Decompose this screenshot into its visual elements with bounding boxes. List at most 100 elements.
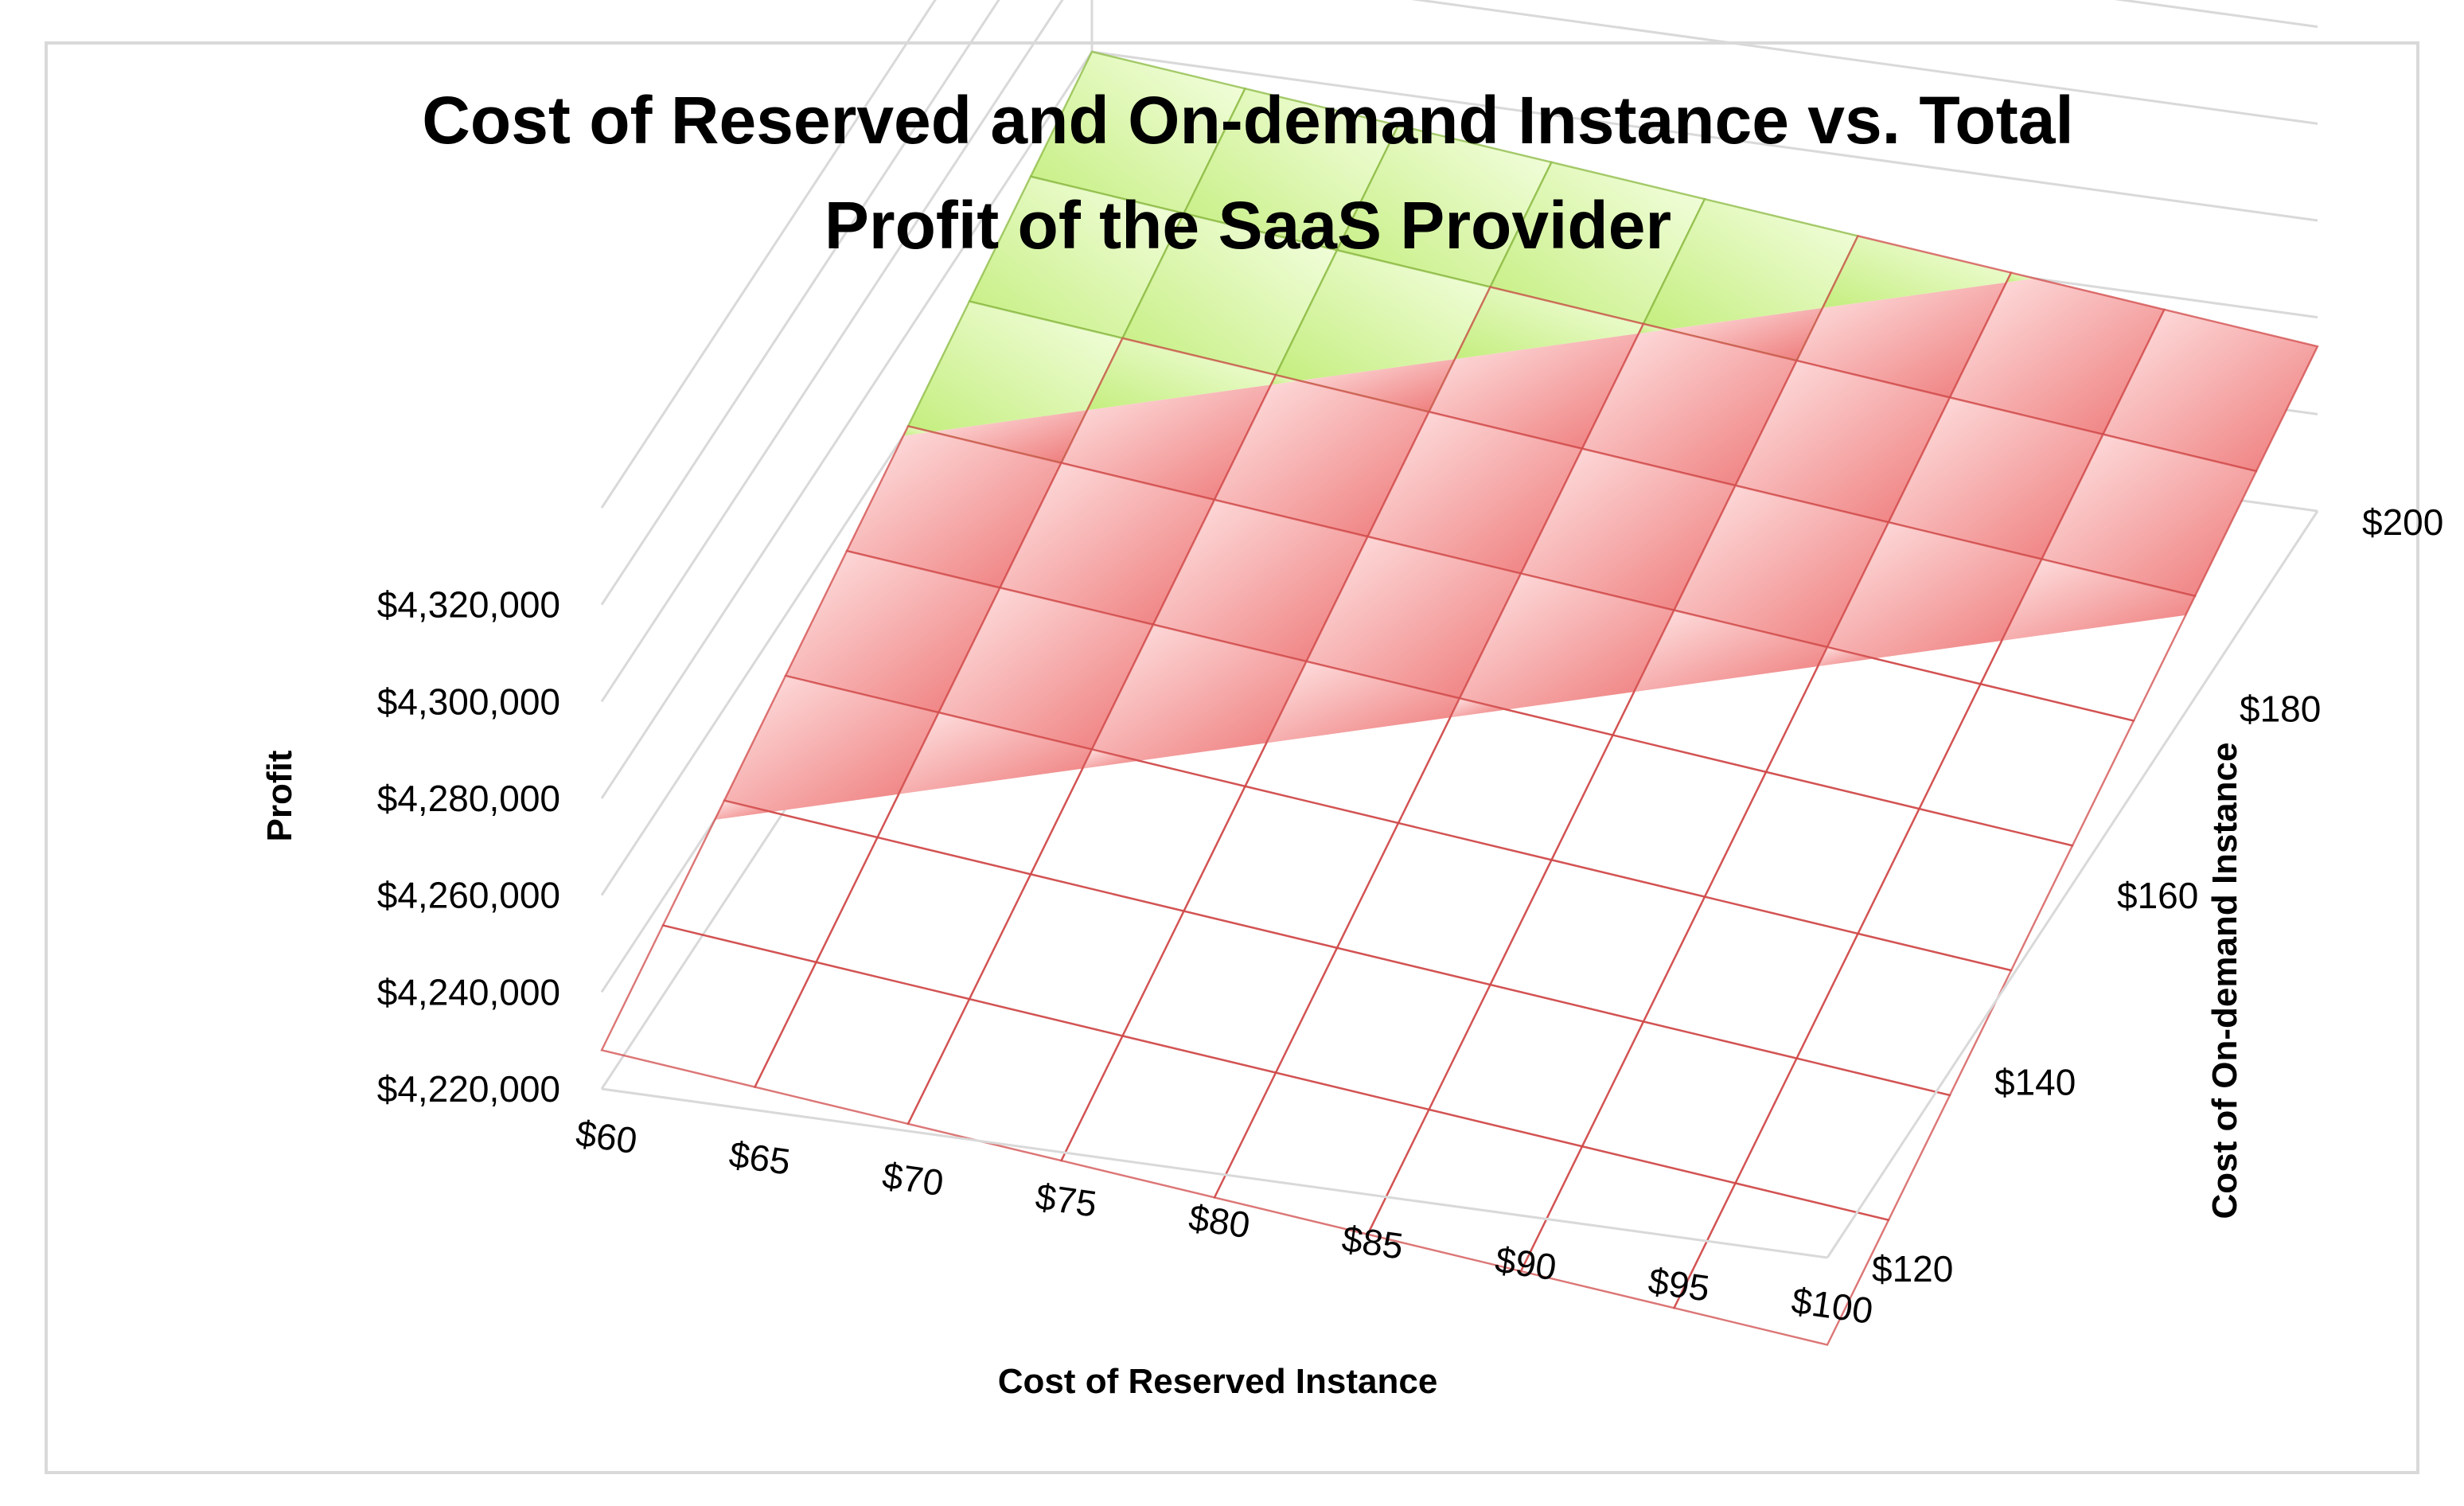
surface-cell (1639, 323, 1667, 334)
surface-cell (1643, 199, 1858, 330)
x-tick-label: $60 (574, 1112, 640, 1161)
z-gridline (600, 0, 2318, 606)
surface-gridline (600, 924, 818, 1088)
surface-cell (899, 712, 1092, 794)
z-tick-label: $4,300,000 (377, 681, 560, 722)
surface-gridline (1274, 946, 1492, 1111)
x-axis-title: Cost of Reserved Instance (998, 1362, 1438, 1401)
surface-gridline (1029, 748, 1247, 912)
surface-cell (969, 176, 1184, 338)
surface-cell (2103, 309, 2318, 471)
surface-cell (1061, 384, 1272, 500)
y-tick-label: $140 (1994, 1062, 2076, 1103)
surface-cell (1031, 52, 1246, 214)
surface-gridline (1121, 910, 1339, 1074)
y-tick-label: $160 (2117, 875, 2198, 916)
surface-cell (786, 551, 1000, 713)
surface-cell (2002, 559, 2195, 641)
surface-cell (1087, 337, 1276, 411)
surface-cell (1214, 380, 1429, 537)
surface-cell (1299, 359, 1456, 412)
surface-cell (1634, 610, 1827, 693)
surface-cell (1271, 375, 1300, 385)
surface-cell (1367, 412, 1582, 574)
surface-cell (847, 431, 1062, 588)
floor-front-edge (601, 1087, 1828, 1259)
z-tick-label: $4,260,000 (377, 875, 560, 916)
x-axis-ticks: $60 $65 $70 $75 $80 $85 $90 $95 $100 (574, 1112, 1876, 1332)
z-tick-label: $4,220,000 (377, 1068, 560, 1110)
surface-plot (600, 50, 2319, 1346)
z-axis-title: Profit (260, 750, 299, 841)
surface-gridline (1856, 807, 2074, 972)
surface-gridline (1335, 821, 1554, 986)
surface-cell (1153, 499, 1368, 661)
x-tick-label: $65 (727, 1133, 793, 1183)
surface-cell (1429, 333, 1639, 449)
y-axis-ticks: $120 $140 $160 $180 $200 (1872, 501, 2443, 1289)
surface-cell (1796, 282, 2007, 398)
surface-cell (724, 676, 939, 812)
surface-cell (1460, 573, 1675, 710)
surface-cell (715, 800, 772, 820)
surface-cell (1092, 624, 1307, 761)
surface-cell (903, 426, 932, 436)
surface-cell (1276, 250, 1491, 381)
surface-gridline (968, 872, 1186, 1037)
surface-cell (1082, 749, 1140, 769)
z-gridline (600, 0, 2318, 703)
surface-cell (1674, 485, 1889, 647)
x-tick-label: $80 (1187, 1196, 1253, 1246)
y-tick-label: $180 (2240, 689, 2321, 730)
surface-cell (1521, 448, 1736, 611)
surface-cell (938, 587, 1153, 750)
surface-gridline (1795, 932, 2013, 1097)
surface-gridline (1550, 734, 1768, 898)
x-tick-label: $85 (1339, 1218, 1405, 1267)
surface-gridline (1733, 1057, 1951, 1222)
surface-gridline (1397, 696, 1615, 861)
surface-gridline (1581, 1020, 1799, 1184)
surface-cell (1490, 162, 1705, 324)
x-tick-label: $90 (1493, 1239, 1559, 1288)
z-axis-ticks: $4,220,000 $4,240,000 $4,260,000 $4,280,000… (377, 584, 560, 1110)
floor-axes (601, 510, 2319, 1259)
surface-cell (1823, 236, 2011, 308)
chart-title-line-2: Profit of the SaaS Provider (825, 188, 1671, 263)
z-tick-label: $4,280,000 (377, 778, 560, 819)
surface-cell (1818, 647, 1875, 667)
surface-cell (1950, 278, 2165, 435)
surface-gridline (753, 961, 971, 1126)
surface-cell (1266, 661, 1460, 743)
surface-cell (1337, 125, 1552, 287)
surface-gridline (814, 836, 1032, 1001)
surface-cell (1455, 287, 1643, 360)
chart-title-line-1: Cost of Reserved and On-demand Instance … (422, 83, 2074, 158)
surface-cell (1827, 522, 2042, 659)
surface-gridline (661, 799, 879, 964)
surface-gridline (1488, 858, 1706, 1023)
surface-cell (1582, 330, 1797, 486)
z-tick-label: $4,320,000 (377, 584, 560, 626)
floor-right-edge (1826, 510, 2319, 1258)
x-tick-label: $95 (1646, 1260, 1712, 1309)
surface-gridline (1182, 785, 1400, 950)
surface-cell (1735, 361, 1950, 523)
surface-cell (1667, 307, 1823, 361)
surface-gridline (1764, 646, 1983, 810)
surface-cell (908, 301, 1123, 432)
surface-gridline (1059, 1035, 1277, 1199)
z-gridline (600, 0, 937, 509)
y-tick-label: $120 (1872, 1248, 1953, 1289)
surface-cell (1000, 462, 1214, 625)
y-axis-title: Cost of On-demand Instance (2205, 743, 2244, 1219)
x-tick-label: $100 (1789, 1279, 1876, 1332)
z-tick-label: $4,240,000 (377, 971, 560, 1012)
surface-cell (1183, 88, 1398, 251)
surface-gridline (1672, 1182, 1890, 1346)
x-tick-label: $70 (880, 1154, 946, 1204)
surface-gridline (1642, 895, 1860, 1059)
surface-cell (1306, 536, 1521, 699)
surface-gridline (1427, 983, 1645, 1148)
